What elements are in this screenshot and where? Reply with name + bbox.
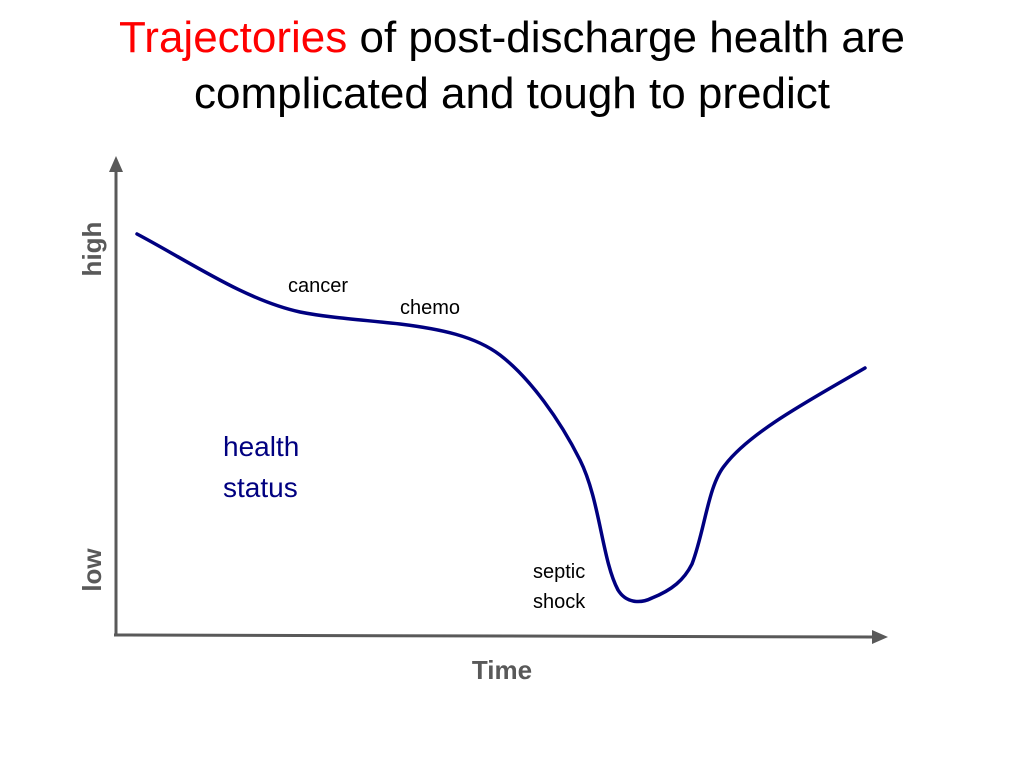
title-rest: of post-discharge health are (347, 13, 905, 62)
title-highlight: Trajectories (119, 13, 348, 62)
health-status-curve (135, 232, 867, 604)
x-axis-label: Time (472, 655, 532, 685)
annotation-cancer: cancer (288, 275, 348, 297)
title-line-2: complicated and tough to predict (194, 69, 830, 118)
y-axis-arrowhead (109, 156, 123, 172)
annotation-chemo: chemo (400, 297, 460, 319)
annotation-septic: septic (533, 561, 585, 583)
annotation-shock: shock (533, 591, 586, 613)
slide-title: Trajectories of post-discharge health ar… (0, 10, 1024, 122)
y-axis-low-label: low (77, 548, 107, 592)
series-label-status: status (223, 472, 298, 503)
y-axis-high-label: high (77, 222, 107, 277)
x-axis (113, 633, 875, 639)
x-axis-arrowhead (872, 630, 888, 644)
title-line-1: Trajectories of post-discharge health ar… (0, 10, 1024, 66)
series-label-health: health (223, 431, 299, 462)
